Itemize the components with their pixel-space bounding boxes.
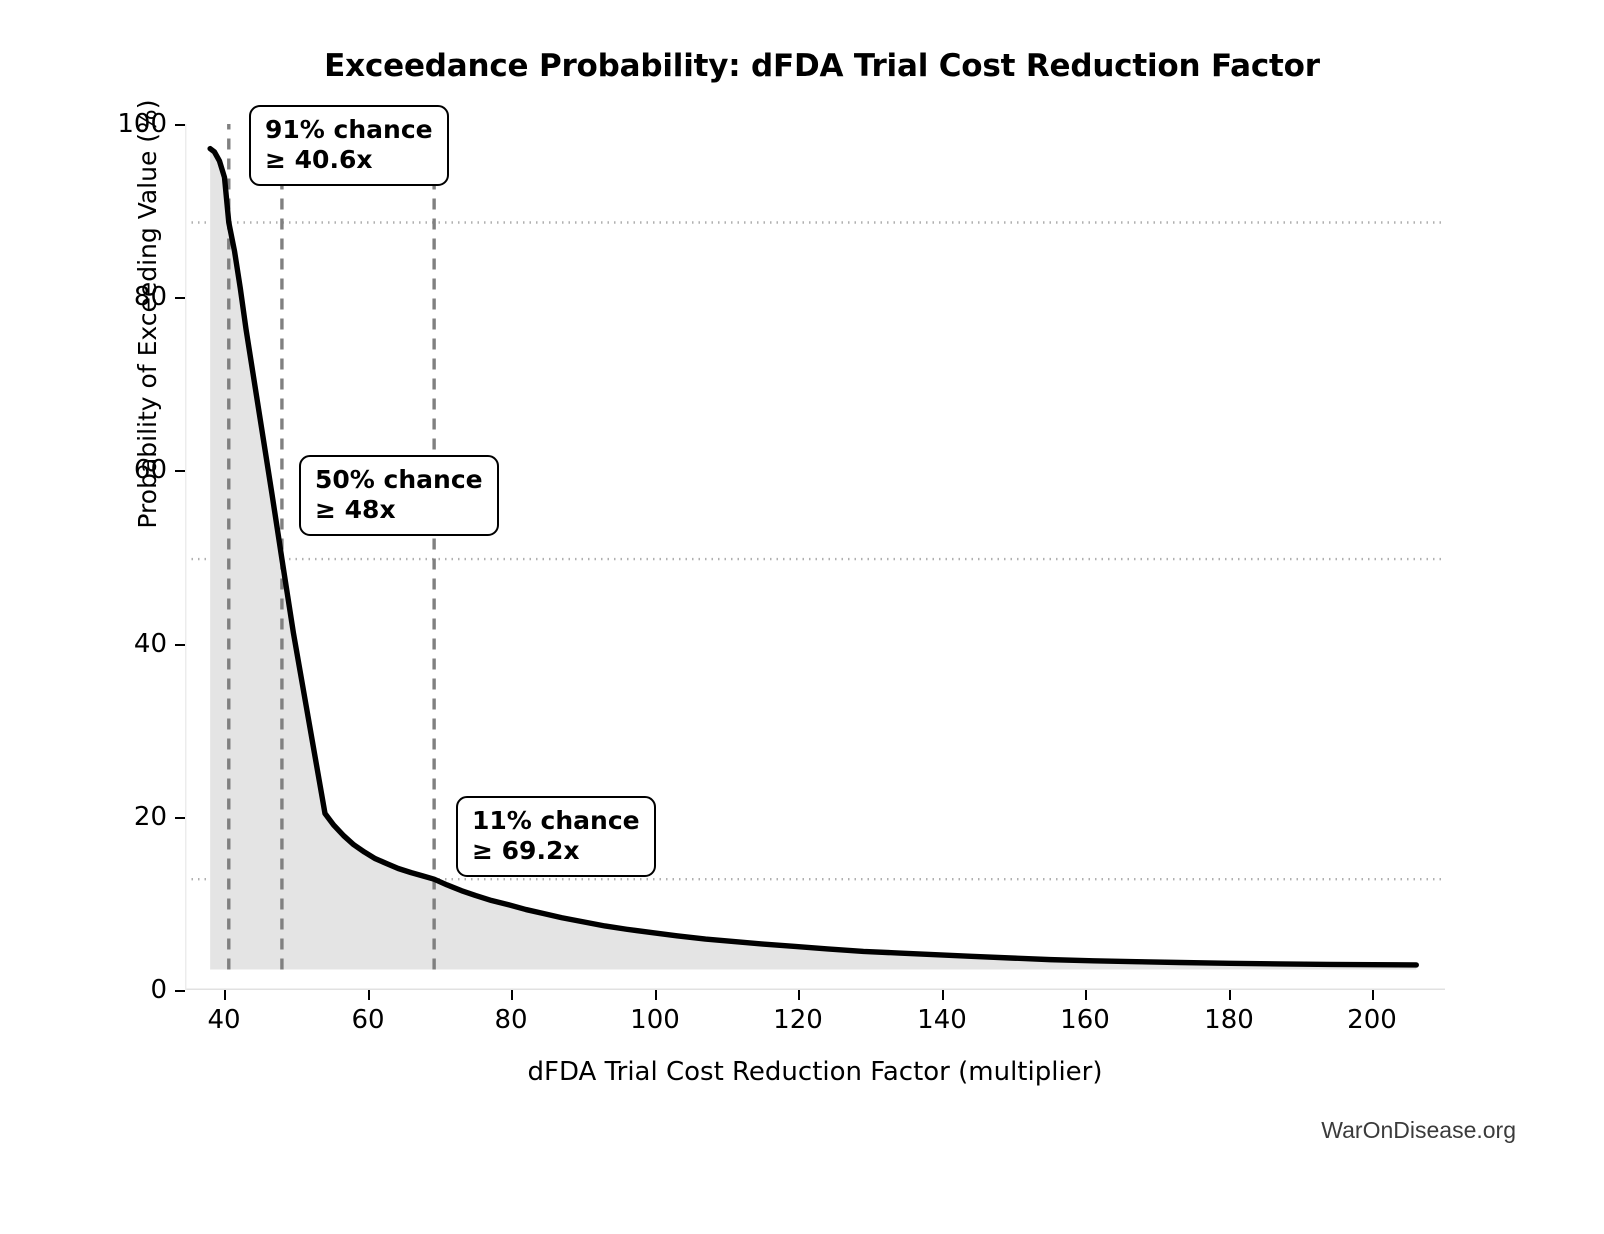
y-tick-mark — [175, 124, 185, 126]
x-tick-label-180: 180 — [1204, 1005, 1254, 1035]
x-tick-label-140: 140 — [917, 1005, 967, 1035]
y-tick-label-40: 40 — [133, 629, 167, 659]
x-tick-mark — [1372, 990, 1374, 1000]
x-tick-mark — [224, 990, 226, 1000]
x-tick-mark — [942, 990, 944, 1000]
horizontal-threshold-lines — [185, 221, 1445, 881]
exceedance-curve-svg — [185, 124, 1445, 990]
page-title: Exceedance Probability: dFDA Trial Cost … — [324, 48, 1320, 84]
y-tick-mark — [175, 817, 185, 819]
x-tick-label-80: 80 — [494, 1005, 528, 1035]
x-tick-label-100: 100 — [630, 1005, 680, 1035]
annotation-11-percent: 11% chance ≥ 69.2x — [456, 796, 656, 877]
annotation-50-percent: 50% chance ≥ 48x — [299, 455, 499, 536]
x-tick-mark — [511, 990, 513, 1000]
y-tick-mark — [175, 297, 185, 299]
y-tick-label-100: 100 — [117, 109, 167, 139]
y-axis-label: Probability of Exceeding Value (%) — [133, 99, 162, 529]
y-tick-mark — [175, 470, 185, 472]
plot-area — [185, 124, 1445, 990]
x-tick-mark — [1229, 990, 1231, 1000]
area-fill-under-curve — [210, 148, 1417, 970]
y-tick-mark — [175, 990, 185, 992]
x-tick-mark — [368, 990, 370, 1000]
x-tick-mark — [1085, 990, 1087, 1000]
x-tick-label-40: 40 — [207, 1005, 241, 1035]
x-tick-mark — [798, 990, 800, 1000]
x-axis-label: dFDA Trial Cost Reduction Factor (multip… — [527, 1057, 1103, 1087]
y-tick-label-20: 20 — [133, 802, 167, 832]
annotation-91-percent: 91% chance ≥ 40.6x — [249, 105, 449, 186]
x-tick-mark — [655, 990, 657, 1000]
y-tick-mark — [175, 644, 185, 646]
x-tick-label-60: 60 — [351, 1005, 385, 1035]
y-tick-label-0: 0 — [150, 975, 167, 1005]
site-credit: WarOnDisease.org — [1321, 1117, 1516, 1143]
y-tick-label-80: 80 — [133, 282, 167, 312]
y-tick-label-60: 60 — [133, 455, 167, 485]
x-tick-label-200: 200 — [1347, 1005, 1397, 1035]
exceedance-probability-line — [207, 145, 1419, 968]
x-tick-label-120: 120 — [773, 1005, 823, 1035]
x-tick-label-160: 160 — [1060, 1005, 1110, 1035]
